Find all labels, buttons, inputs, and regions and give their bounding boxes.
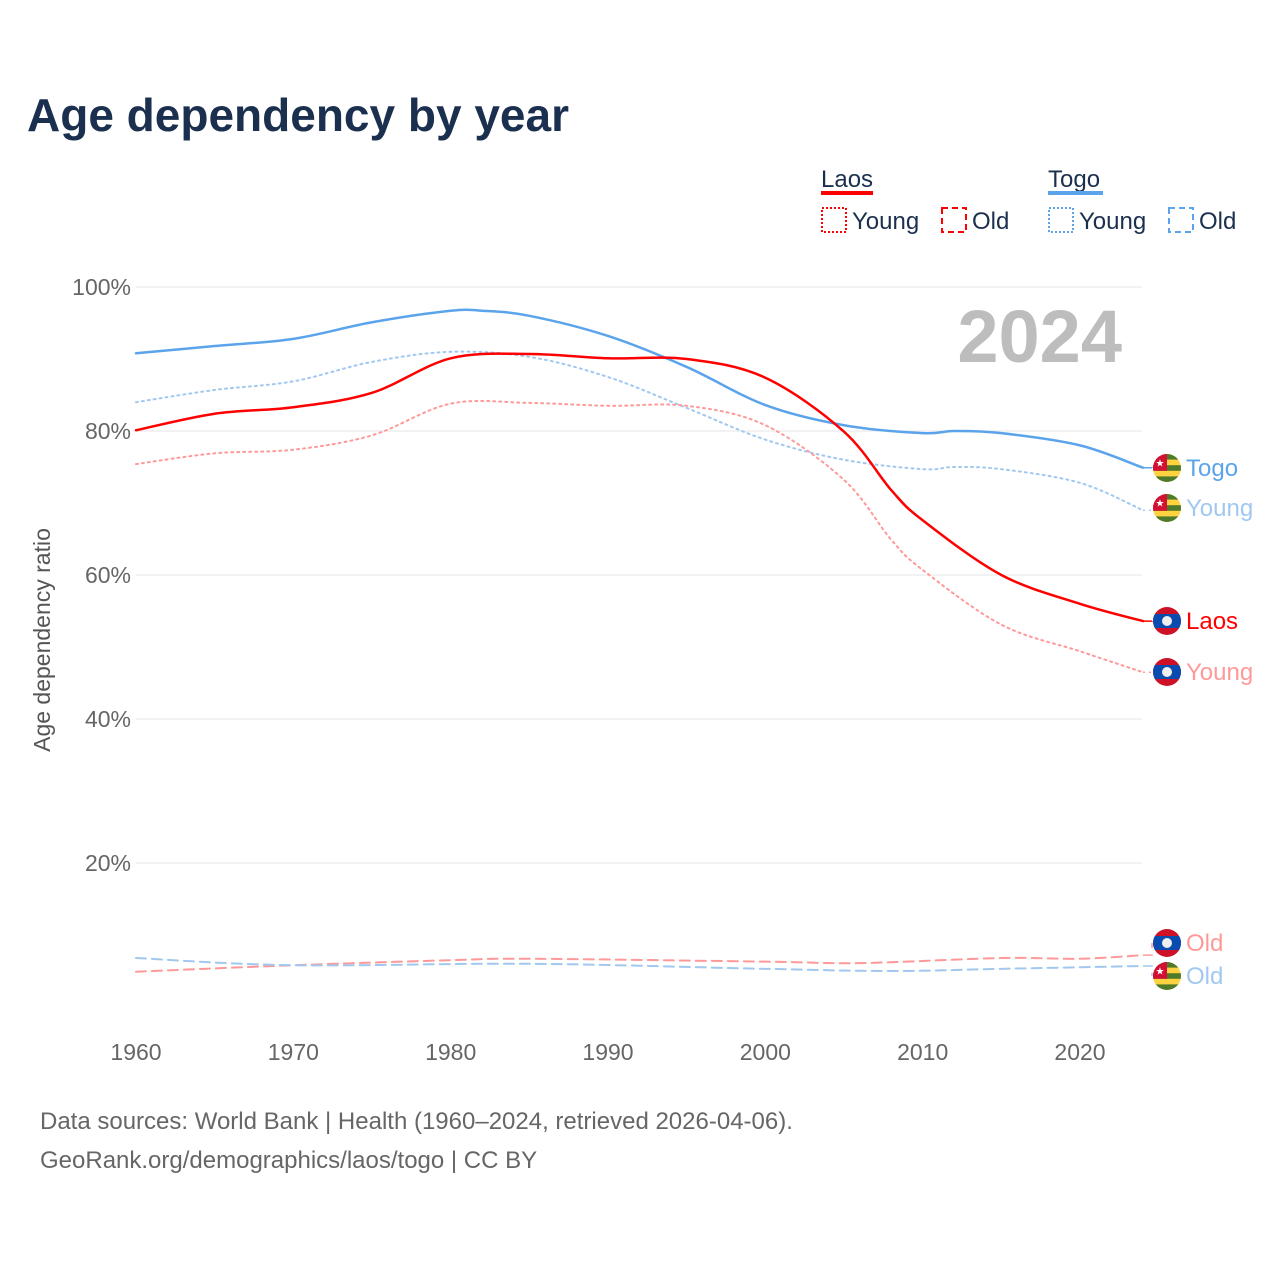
grid [136, 286, 1142, 864]
x-axis: 1960 1970 1980 1990 2000 2010 2020 [110, 1039, 1105, 1065]
chart-title: Age dependency by year [27, 89, 569, 141]
legend-item-young[interactable]: Young [1079, 208, 1146, 235]
y-tick-label: 60% [85, 562, 131, 588]
x-tick-label: 2000 [740, 1039, 791, 1065]
laos-flag-icon [1153, 929, 1181, 957]
series-lines [134, 308, 1145, 973]
end-labels: Togo Young Laos Young Old Old [1142, 454, 1253, 990]
source-line-1: Data sources: World Bank | Health (1960–… [40, 1108, 793, 1135]
label-connector [1142, 943, 1153, 956]
source-line-2: GeoRank.org/demographics/laos/togo | CC … [40, 1147, 538, 1174]
y-tick-label: 80% [85, 418, 131, 444]
label-connector [1142, 965, 1153, 976]
legend-item-young[interactable]: Young [852, 208, 919, 235]
series-line-togo [134, 308, 1145, 469]
y-tick-label: 20% [85, 850, 131, 876]
togo-flag-icon [1153, 454, 1181, 482]
legend-item-old[interactable]: Old [1199, 208, 1236, 235]
x-tick-label: 1960 [110, 1039, 161, 1065]
y-axis-label: Age dependency ratio [29, 528, 55, 752]
end-label: Old [1186, 963, 1223, 990]
end-label: Young [1186, 659, 1253, 686]
y-tick-label: 100% [72, 274, 131, 300]
togo-flag-icon [1153, 494, 1181, 522]
legend-swatch-dotted [1048, 207, 1074, 233]
end-label: Laos [1186, 608, 1238, 635]
series-line-togo-old [135, 957, 1144, 973]
legend-swatch-dotted [821, 207, 847, 233]
legend-item-old[interactable]: Old [972, 208, 1009, 235]
end-label: Young [1186, 495, 1253, 522]
togo-flag-icon [1153, 962, 1181, 990]
end-label: Old [1186, 930, 1223, 957]
legend-swatch-dashed [1168, 207, 1194, 233]
series-line-laos-old [135, 954, 1144, 973]
series-line-togo-young [135, 350, 1144, 512]
x-tick-label: 1980 [425, 1039, 476, 1065]
x-tick-label: 2020 [1054, 1039, 1105, 1065]
legend-country-laos[interactable]: Laos [821, 166, 873, 193]
legend-country-togo[interactable]: Togo [1048, 166, 1100, 193]
y-axis: 20% 40% 60% 80% 100% [72, 274, 131, 876]
laos-flag-icon [1153, 607, 1181, 635]
laos-flag-icon [1153, 658, 1181, 686]
x-tick-label: 1990 [582, 1039, 633, 1065]
x-tick-label: 1970 [268, 1039, 319, 1065]
legend: Laos Young Old Togo Young Old [821, 166, 1236, 235]
end-label: Togo [1186, 455, 1238, 482]
y-tick-label: 40% [85, 706, 131, 732]
label-connector [1142, 508, 1153, 511]
x-tick-label: 2010 [897, 1039, 948, 1065]
legend-swatch-dashed [941, 207, 967, 233]
year-badge: 2024 [957, 295, 1122, 378]
series-line-laos-young [135, 399, 1144, 674]
series-line-laos [134, 352, 1145, 623]
